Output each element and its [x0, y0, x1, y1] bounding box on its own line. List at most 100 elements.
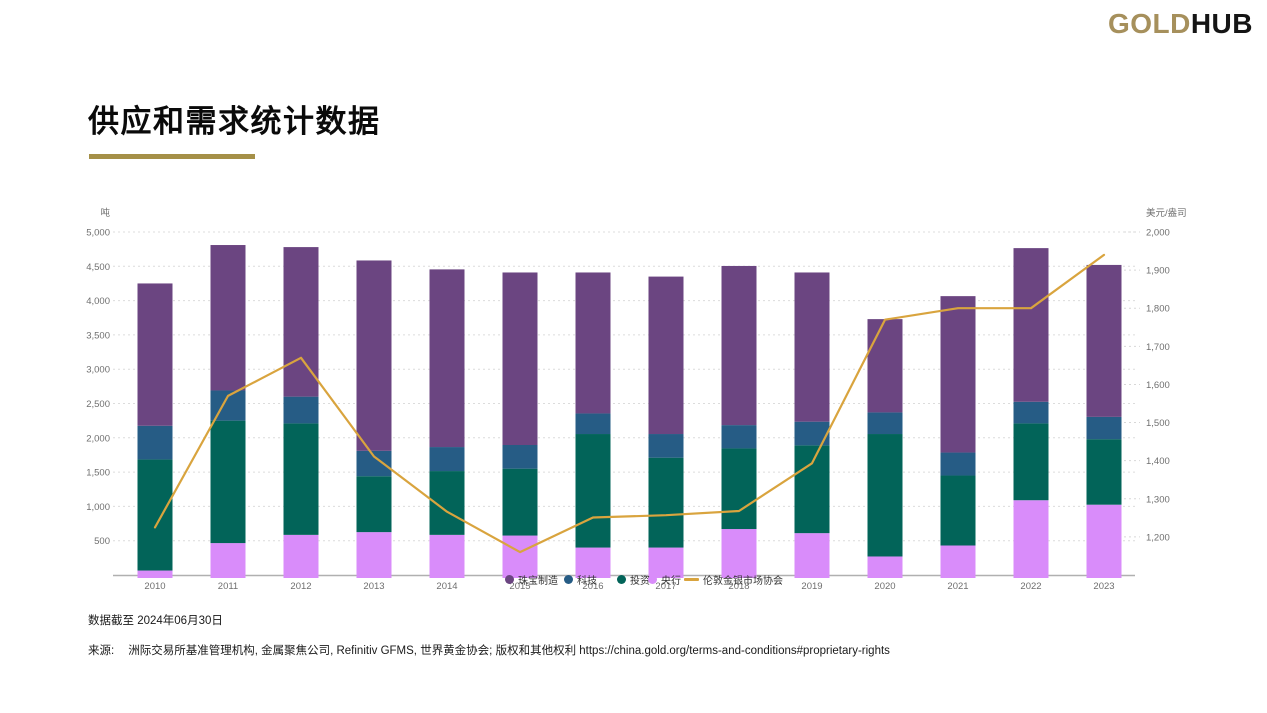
bar-segment-珠宝制造-2021[interactable]	[940, 296, 976, 453]
bar-segment-科技-2020[interactable]	[867, 412, 903, 435]
bar-segment-科技-2017[interactable]	[648, 434, 684, 458]
bar-segment-投资-2010[interactable]	[137, 459, 173, 571]
x-axis-label-2013: 2013	[363, 581, 384, 592]
bar-segment-珠宝制造-2023[interactable]	[1086, 264, 1122, 417]
bar-segment-珠宝制造-2022[interactable]	[1013, 248, 1049, 402]
legend-label: 投资	[630, 576, 650, 587]
bar-segment-科技-2023[interactable]	[1086, 416, 1122, 440]
bar-segment-珠宝制造-2015[interactable]	[502, 272, 538, 446]
right-axis-tick-label: 2,000	[1146, 228, 1170, 239]
legend-item-伦敦金银市场协会[interactable]: 伦敦金银市场协会	[684, 572, 783, 587]
bar-segment-投资-2021[interactable]	[940, 475, 976, 546]
bar-segment-珠宝制造-2010[interactable]	[137, 283, 173, 426]
x-axis-label-2012: 2012	[290, 581, 311, 592]
legend-item-科技[interactable]: 科技	[564, 572, 597, 587]
bar-segment-科技-2018[interactable]	[721, 425, 757, 449]
bar-segment-珠宝制造-2013[interactable]	[356, 260, 392, 451]
bar-segment-央行-2012[interactable]	[283, 534, 319, 578]
x-axis-label-2011: 2011	[218, 581, 238, 592]
x-axis-label-2015: 2015	[509, 581, 530, 592]
bar-segment-央行-2013[interactable]	[356, 532, 392, 578]
bar-segment-珠宝制造-2011[interactable]	[210, 245, 246, 391]
bar-segment-央行-2023[interactable]	[1086, 504, 1122, 578]
source-label: 来源:	[88, 645, 115, 657]
left-axis-tick-label: 3,000	[86, 365, 110, 376]
right-axis-tick-label: 1,500	[1146, 418, 1170, 429]
legend-label: 央行	[661, 576, 681, 587]
bar-segment-科技-2012[interactable]	[283, 396, 319, 424]
data-as-of-note: 数据截至 2024年06月30日	[88, 615, 223, 627]
left-axis-tick-label: 2,000	[86, 433, 110, 444]
legend-item-珠宝制造[interactable]: 珠宝制造	[505, 572, 558, 587]
left-axis-tick-label: 4,500	[86, 262, 110, 273]
left-axis-unit-label: 吨	[100, 207, 110, 219]
bar-segment-投资-2017[interactable]	[648, 457, 684, 548]
bar-segment-珠宝制造-2014[interactable]	[429, 269, 465, 448]
bar-segment-央行-2020[interactable]	[867, 556, 903, 578]
bar-segment-投资-2020[interactable]	[867, 434, 903, 557]
bar-segment-珠宝制造-2020[interactable]	[867, 319, 903, 413]
x-axis-label-2020: 2020	[874, 581, 895, 592]
bar-segment-珠宝制造-2017[interactable]	[648, 276, 684, 435]
price-line-伦敦金银市场协会[interactable]	[153, 253, 1106, 554]
bar-segment-科技-2019[interactable]	[794, 421, 830, 446]
source-text: 洲际交易所基准管理机构, 金属聚焦公司, Refinitiv GFMS, 世界黄…	[128, 645, 890, 657]
bar-segment-央行-2022[interactable]	[1013, 500, 1049, 578]
bar-segment-投资-2016[interactable]	[575, 434, 611, 548]
bar-segment-科技-2015[interactable]	[502, 445, 538, 469]
x-axis-label-2019: 2019	[801, 581, 822, 592]
x-axis-label-2017: 2017	[655, 581, 676, 592]
legend-dot-icon	[648, 575, 657, 584]
x-axis-label-2023: 2023	[1093, 581, 1114, 592]
bar-segment-央行-2010[interactable]	[137, 570, 173, 578]
chart-legend: 珠宝制造 科技 投资 央行 伦敦金银市场协会	[0, 572, 1267, 590]
legend-item-投资[interactable]: 投资	[617, 572, 650, 587]
bar-segment-投资-2023[interactable]	[1086, 439, 1122, 505]
bar-segment-投资-2012[interactable]	[283, 423, 319, 535]
right-axis-tick-label: 1,400	[1146, 456, 1170, 467]
page-title: 供应和需求统计数据	[88, 104, 381, 139]
right-axis-tick-label: 1,300	[1146, 494, 1170, 505]
bar-segment-珠宝制造-2019[interactable]	[794, 272, 830, 422]
bar-segment-科技-2014[interactable]	[429, 447, 465, 472]
legend-dot-icon	[617, 575, 626, 584]
x-axis-label-2016: 2016	[582, 581, 603, 592]
left-axis-tick-label: 500	[94, 536, 110, 547]
bar-segment-央行-2016[interactable]	[575, 547, 611, 578]
bar-segment-投资-2018[interactable]	[721, 448, 757, 530]
left-axis-tick-label: 2,500	[86, 399, 110, 410]
bar-segment-投资-2019[interactable]	[794, 445, 830, 534]
legend-item-央行[interactable]: 央行	[648, 572, 681, 587]
bar-segment-科技-2013[interactable]	[356, 450, 392, 477]
bar-segment-科技-2021[interactable]	[940, 452, 976, 476]
bar-segment-央行-2015[interactable]	[502, 535, 538, 578]
bar-segment-珠宝制造-2016[interactable]	[575, 272, 611, 414]
bar-segment-科技-2022[interactable]	[1013, 401, 1049, 424]
bar-segment-投资-2022[interactable]	[1013, 423, 1049, 501]
left-axis-tick-label: 3,500	[86, 330, 110, 341]
bar-segment-央行-2018[interactable]	[721, 529, 757, 578]
bar-segment-央行-2021[interactable]	[940, 545, 976, 578]
bar-segment-珠宝制造-2018[interactable]	[721, 265, 757, 426]
bar-segment-央行-2019[interactable]	[794, 533, 830, 578]
bar-segment-央行-2014[interactable]	[429, 534, 465, 578]
bar-segment-投资-2015[interactable]	[502, 468, 538, 536]
left-axis-tick-label: 1,500	[86, 468, 110, 479]
x-axis-label-2022: 2022	[1020, 581, 1041, 592]
bar-segment-央行-2011[interactable]	[210, 543, 246, 578]
legend-dot-icon	[505, 575, 514, 584]
legend-line-marker-icon	[684, 578, 699, 581]
bar-segment-珠宝制造-2012[interactable]	[283, 247, 319, 397]
logo-hub-text: HUB	[1190, 8, 1253, 39]
right-axis-tick-label: 1,700	[1146, 342, 1170, 353]
bar-segment-投资-2011[interactable]	[210, 420, 246, 544]
title-underline	[89, 154, 255, 159]
left-axis-tick-label: 5,000	[86, 228, 110, 239]
bar-segment-科技-2010[interactable]	[137, 425, 173, 460]
bar-segment-投资-2013[interactable]	[356, 476, 392, 533]
bar-segment-央行-2017[interactable]	[648, 547, 684, 578]
bar-segment-科技-2016[interactable]	[575, 413, 611, 435]
